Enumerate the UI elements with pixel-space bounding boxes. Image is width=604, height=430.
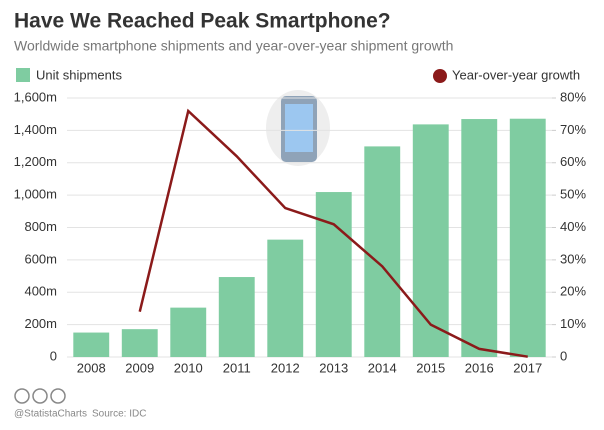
bar — [509, 118, 546, 357]
bar — [267, 239, 304, 357]
x-tick-label: 2010 — [174, 360, 203, 375]
y2-tick-label: 80% — [560, 89, 586, 104]
y2-tick-label: 20% — [560, 284, 586, 299]
bar — [170, 307, 207, 357]
bar — [73, 332, 110, 357]
x-tick-label: 2015 — [416, 360, 445, 375]
y-tick-label: 600m — [24, 251, 57, 266]
bar — [364, 146, 401, 357]
y-tick-label: 400m — [24, 284, 57, 299]
growth-line — [138, 108, 528, 358]
y2-tick-label: 70% — [560, 122, 586, 137]
cc-icons — [14, 388, 66, 404]
x-tick-label: 2012 — [271, 360, 300, 375]
x-tick-label: 2009 — [125, 360, 154, 375]
bar — [218, 277, 255, 357]
bar — [121, 329, 158, 357]
y2-tick-label: 40% — [560, 219, 586, 234]
legend-swatch — [433, 69, 447, 83]
y-tick-label: 200m — [24, 316, 57, 331]
y-tick-label: 1,000m — [14, 187, 57, 202]
y-tick-label: 0 — [50, 348, 57, 363]
y-tick-label: 800m — [24, 219, 57, 234]
phone-icon — [266, 90, 330, 166]
chart-title: Have We Reached Peak Smartphone? — [14, 10, 391, 33]
legend-swatch — [16, 68, 30, 82]
legend-label: Year-over-year growth — [452, 67, 580, 82]
y-tick-label: 1,600m — [14, 89, 57, 104]
y2-tick-label: 50% — [560, 187, 586, 202]
x-tick-label: 2013 — [319, 360, 348, 375]
y-tick-label: 1,400m — [14, 122, 57, 137]
chart-subtitle: Worldwide smartphone shipments and year-… — [14, 38, 453, 54]
x-tick-label: 2017 — [513, 360, 542, 375]
bar — [461, 119, 498, 357]
y2-tick-label: 30% — [560, 251, 586, 266]
y2-tick-label: 10% — [560, 316, 586, 331]
x-tick-label: 2011 — [223, 360, 251, 375]
y-tick-label: 1,200m — [14, 154, 57, 169]
source: Source: IDC — [92, 409, 146, 420]
bar — [412, 124, 449, 358]
y2-tick-label: 0 — [560, 348, 567, 363]
x-tick-label: 2014 — [368, 360, 397, 375]
legend-label: Unit shipments — [36, 67, 122, 82]
bar — [315, 192, 352, 357]
x-tick-label: 2008 — [77, 360, 106, 375]
y2-tick-label: 60% — [560, 154, 586, 169]
x-tick-label: 2016 — [465, 360, 494, 375]
credit: @StatistaCharts — [14, 409, 87, 420]
